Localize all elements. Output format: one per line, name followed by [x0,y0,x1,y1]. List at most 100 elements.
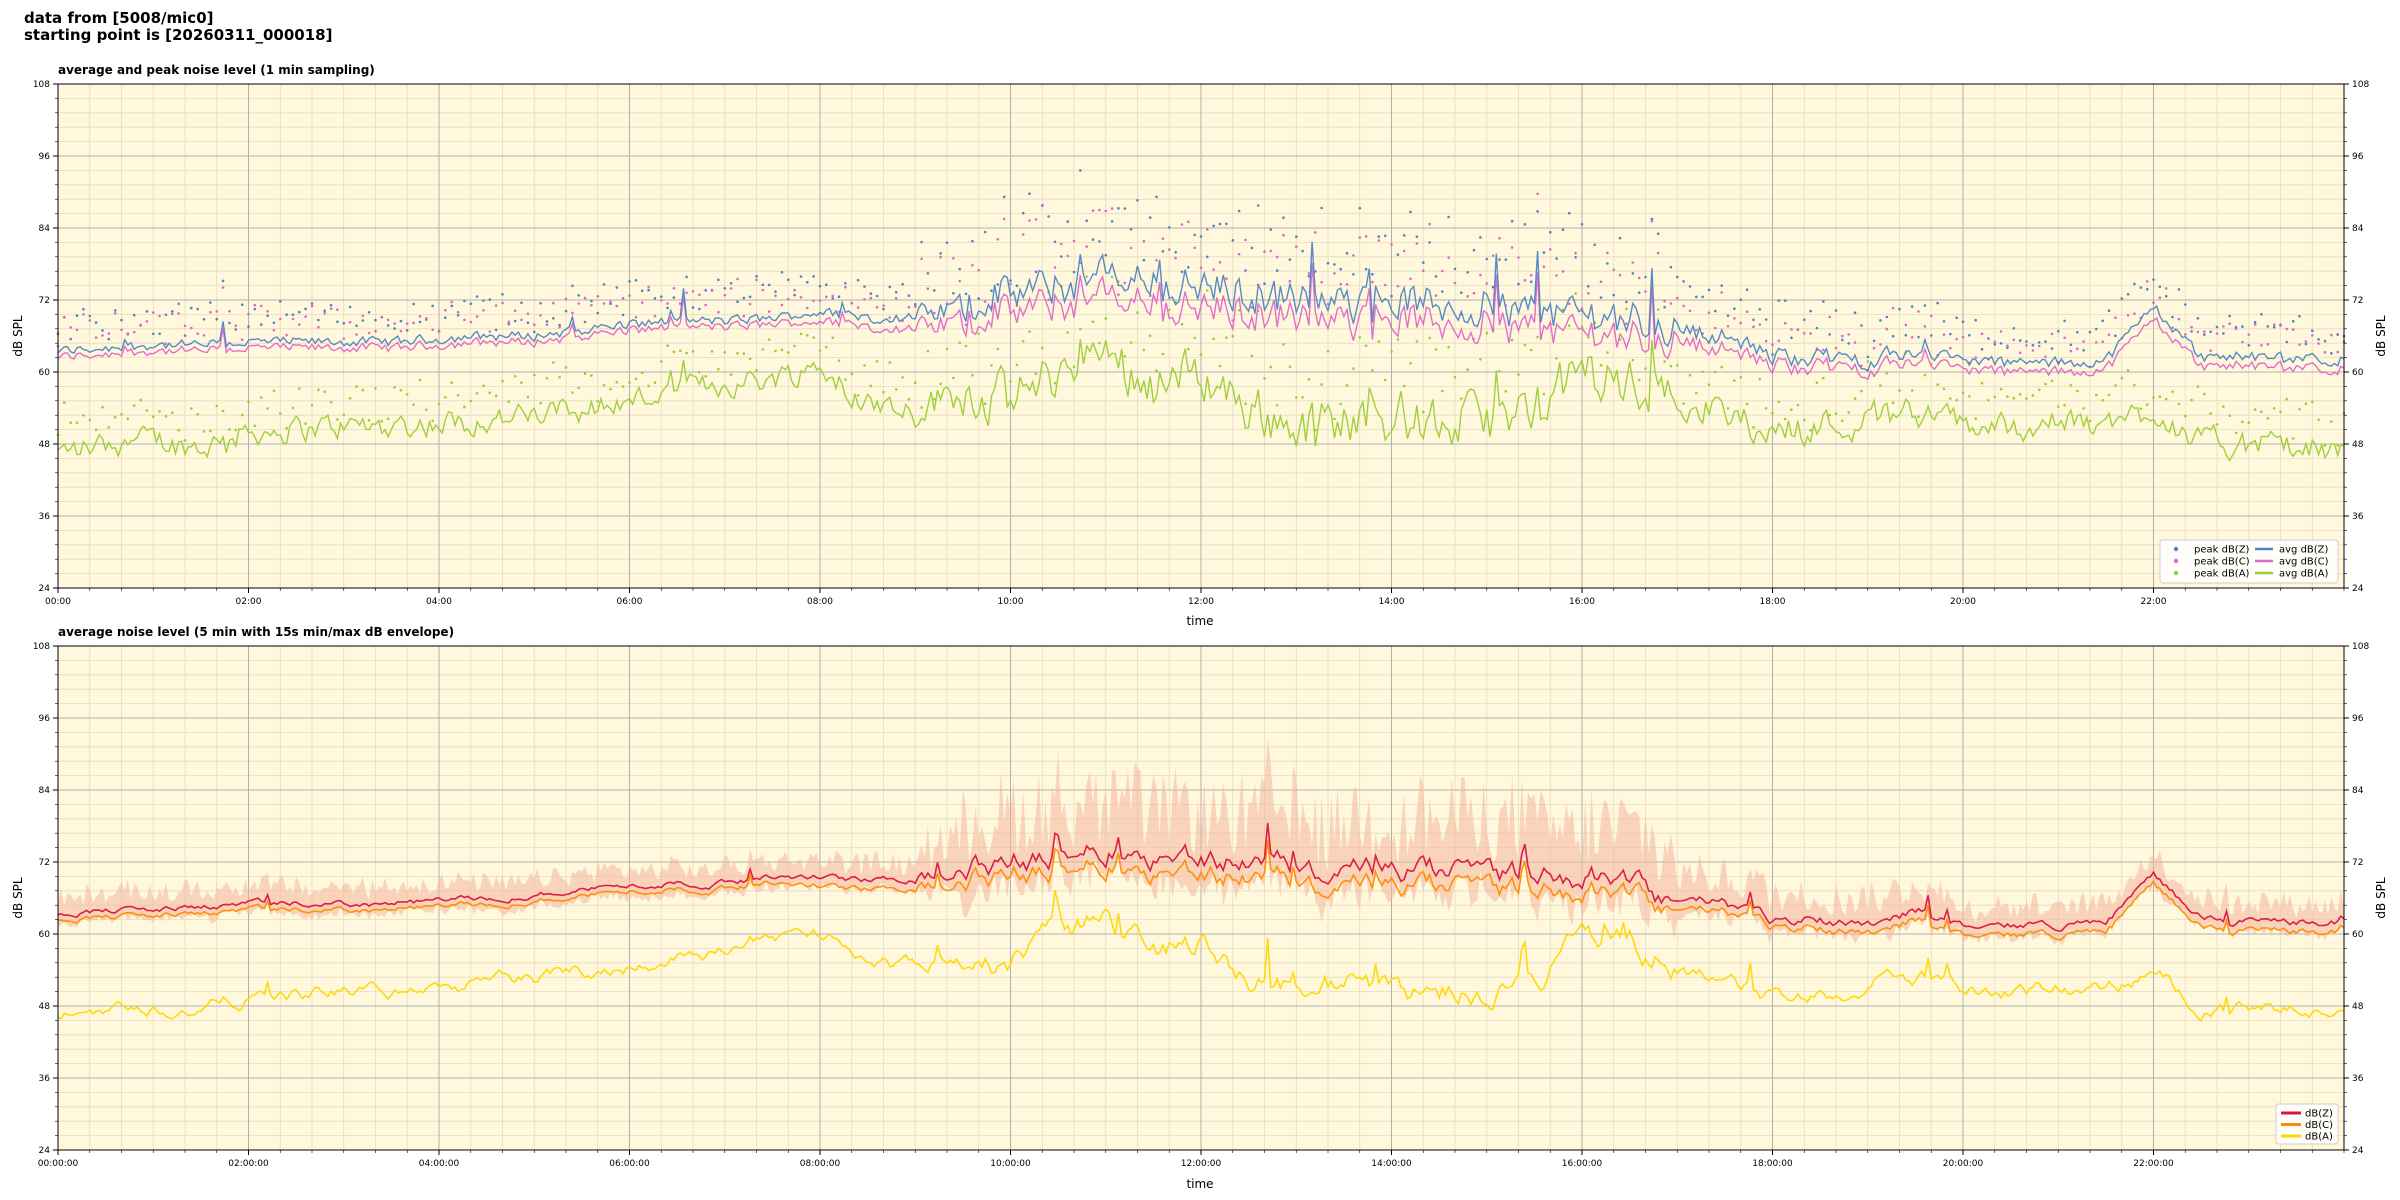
peak-dot-avgdbz [640,289,644,293]
peak-dot-avgdba [1504,390,1508,393]
peak-dot-avgdbz [780,271,784,274]
peak-dot-avgdbz [501,293,504,296]
peak-dot-avgdbz [920,240,923,244]
peak-dot-avgdbz [564,309,568,313]
xtick-label: 02:00:00 [228,1159,269,1169]
peak-dot-avgdbc [533,323,536,327]
peak-dot-avgdba [2317,418,2320,422]
peak-dot-avgdbz [1529,280,1533,284]
peak-dot-avgdbz [793,293,796,297]
peak-dot-avgdbc [75,328,79,332]
peak-dot-avgdbc [2171,326,2174,330]
top-chart-title: average and peak noise level (1 min samp… [58,63,375,77]
peak-dot-avgdba [2196,385,2200,388]
ytick-label: 36 [2352,1074,2364,1084]
peak-dot-avgdbz [1028,192,1031,195]
peak-dot-avgdba [1155,369,1158,372]
peak-dot-avgdbc [323,311,327,315]
peak-dot-avgdbc [94,336,98,339]
peak-dot-avgdba [1377,340,1381,343]
peak-dot-avgdbz [82,307,85,311]
peak-dot-avgdbc [1002,217,1006,221]
peak-dot-avgdba [1726,407,1730,410]
bottom-chart-envelope [58,738,2344,947]
peak-dot-avgdbz [2114,334,2117,338]
xtick-label: 12:00 [1188,597,1214,607]
peak-dot-avgdbz [1606,262,1609,265]
peak-dot-avgdbc [2215,332,2219,335]
peak-dot-avgdba [1352,367,1355,370]
peak-dot-avgdba [2095,393,2098,397]
peak-dot-avgdba [1295,396,1298,399]
peak-dot-avgdbz [2336,333,2339,336]
peak-dot-avgdbc [2298,343,2301,346]
peak-dot-avgdbc [2101,340,2104,344]
peak-dot-avgdbc [1745,310,1749,314]
peak-dot-avgdba [825,345,828,349]
peak-dot-avgdbz [761,283,765,287]
peak-dot-avgdba [1733,379,1736,383]
peak-dot-avgdbz [202,318,206,321]
peak-dot-avgdba [882,390,885,394]
peak-dot-avgdbz [1783,299,1787,302]
peak-dot-avgdbz [1060,255,1063,258]
peak-dot-avgdbz [107,337,111,341]
peak-dot-avgdbc [1758,323,1762,326]
peak-dot-avgdba [228,428,231,431]
peak-dot-avgdbc [1771,343,1774,346]
peak-dot-avgdba [405,393,409,396]
peak-dot-avgdba [1199,353,1203,356]
peak-dot-avgdba [545,376,549,380]
peak-dot-avgdbz [977,297,980,300]
peak-dot-avgdbc [1625,322,1628,326]
xtick-label: 04:00 [426,597,452,607]
peak-dot-avgdbz [1110,220,1114,223]
peak-dot-avgdbz [513,319,517,323]
peak-dot-avgdbz [1745,288,1749,292]
peak-dot-avgdbc [1910,336,1914,339]
peak-dot-avgdba [1580,325,1584,328]
peak-dot-avgdbz [1644,275,1647,279]
peak-dot-avgdbz [2037,341,2041,344]
peak-dot-avgdbz [1974,318,1977,322]
peak-dot-avgdbc [634,315,638,319]
peak-dot-avgdbz [1358,206,1362,210]
peak-dot-avgdba [672,350,676,354]
peak-dot-avgdbc [425,317,428,320]
peak-dot-avgdba [259,396,263,399]
peak-dot-avgdbz [533,330,536,334]
peak-dot-avgdbz [844,282,847,285]
peak-dot-avgdba [1371,369,1374,372]
peak-dot-avgdbc [1688,309,1692,313]
peak-dot-avgdbz [336,320,339,324]
peak-dot-avgdbc [1485,282,1489,285]
peak-dot-avgdbz [609,302,612,306]
peak-dot-avgdbz [1098,240,1101,243]
peak-dot-avgdba [1358,336,1362,339]
peak-dot-avgdbc [2037,344,2041,348]
peak-dot-avgdbz [882,307,885,311]
peak-dot-avgdbc [1974,356,1977,359]
peak-dot-avgdbz [2203,333,2206,336]
peak-dot-avgdba [2126,369,2130,372]
peak-dot-avgdbz [1656,232,1660,235]
peak-dot-avgdba [1161,352,1165,356]
peak-dot-avgdbz [1993,343,1997,346]
peak-dot-avgdbc [1472,291,1476,295]
peak-dot-avgdbc [1796,328,1800,331]
ytick-label: 96 [2352,714,2364,724]
peak-dot-avgdbc [1041,203,1044,207]
peak-dot-avgdbz [1777,299,1781,302]
peak-dot-avgdbz [1155,195,1158,199]
peak-dot-avgdbc [704,303,707,307]
peak-dot-avgdbc [1853,341,1857,344]
peak-dot-avgdbz [342,321,346,325]
peak-dot-avgdba [952,376,955,380]
peak-dot-avgdbz [2120,297,2124,300]
peak-dot-avgdba [1498,370,1501,373]
peak-dot-avgdbz [1536,210,1539,213]
peak-dot-avgdba [571,391,574,394]
peak-dot-avgdbz [996,283,1000,286]
peak-dot-avgdba [596,400,600,403]
peak-dot-avgdbc [456,310,460,314]
